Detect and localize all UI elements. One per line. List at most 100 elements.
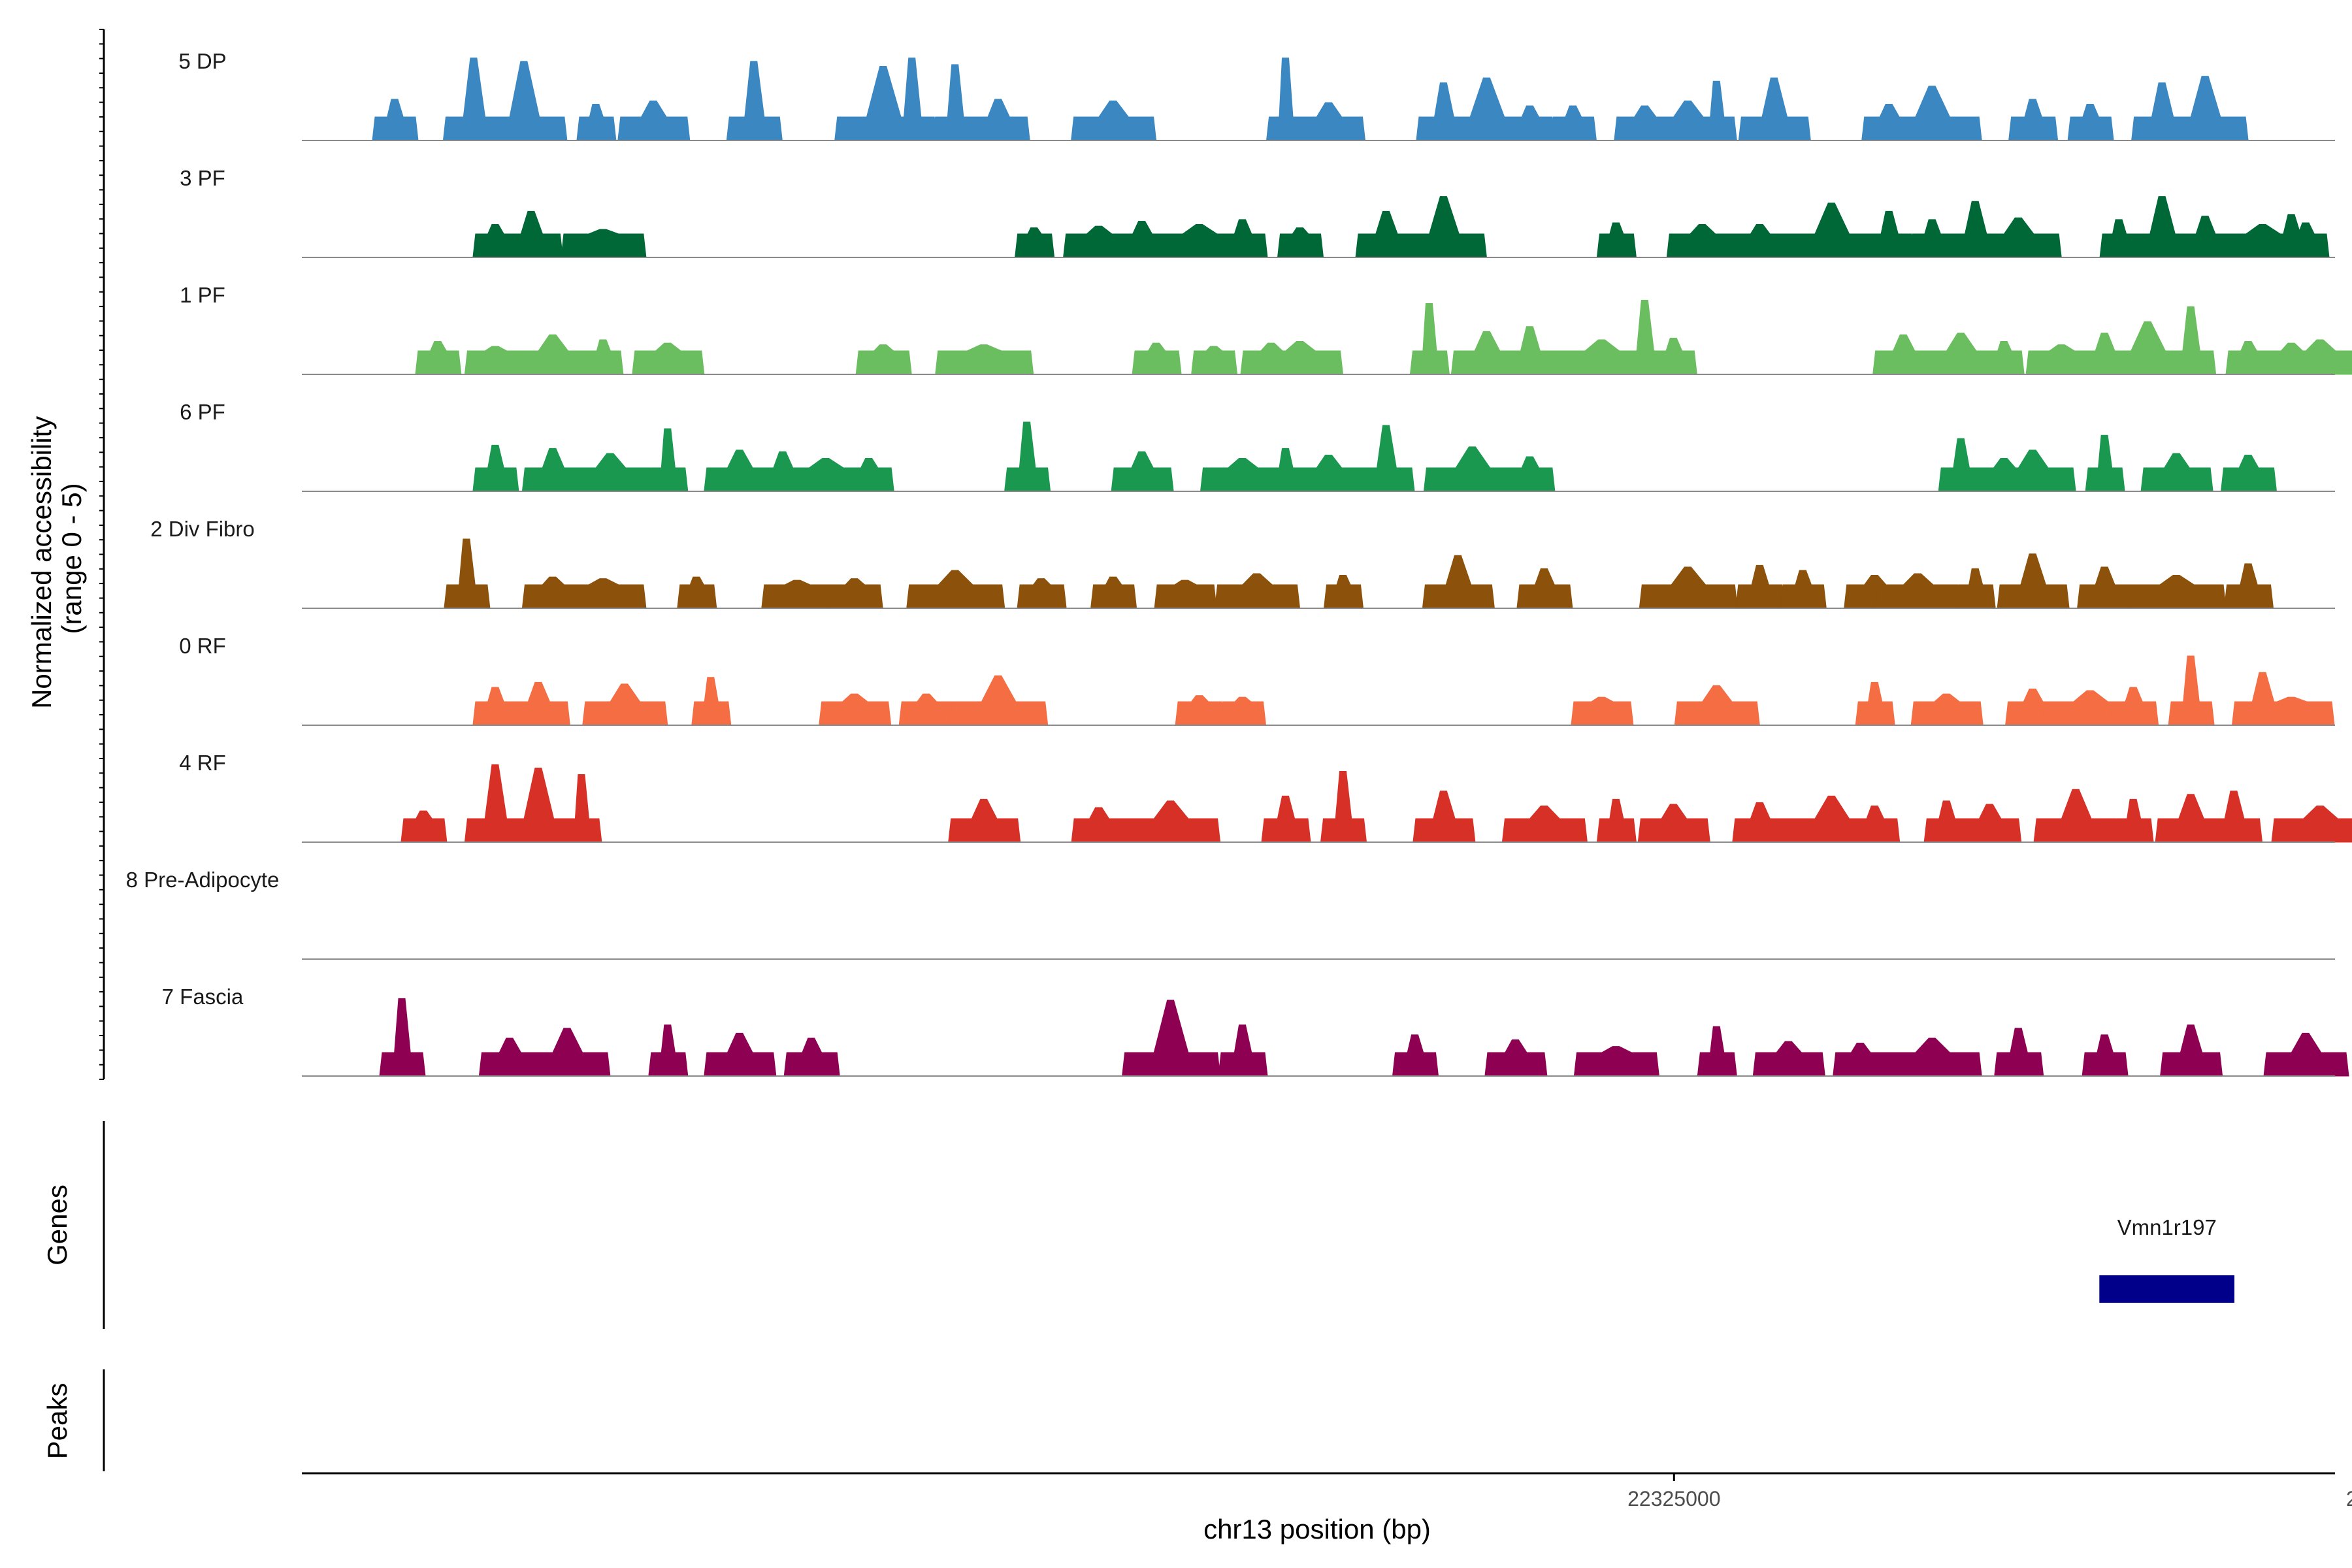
- coverage-peak: [2223, 563, 2274, 609]
- coverage-peak: [1865, 210, 1915, 258]
- coverage-peak: [2077, 566, 2134, 609]
- coverage-peak: [1015, 227, 1055, 258]
- x-axis-title: chr13 position (bp): [1203, 1514, 1431, 1544]
- coverage-peak: [1071, 807, 1128, 843]
- coverage-peak: [1875, 573, 1961, 609]
- coverage-peak: [1175, 695, 1225, 726]
- coverage-peak: [1017, 578, 1067, 609]
- coverage-peak: [1994, 1028, 2044, 1077]
- coverage-peak: [2163, 76, 2249, 141]
- coverage-peak: [617, 100, 691, 141]
- coverage-peak: [1571, 696, 1634, 726]
- coverage-peak: [2008, 99, 2059, 141]
- coverage-peak: [761, 580, 834, 609]
- coverage-peak: [507, 681, 570, 726]
- coverage-peak: [855, 344, 912, 375]
- coverage-peak: [1833, 1043, 1889, 1077]
- coverage-peak: [1732, 802, 1789, 843]
- coverage-peak: [1413, 791, 1476, 843]
- track-label: 3 PF: [180, 166, 225, 190]
- coverage-peak: [1111, 451, 1174, 492]
- coverage-peak: [1071, 100, 1157, 141]
- x-axis: 22325000 22330000: [302, 1472, 2352, 1511]
- coverage-peak: [704, 1032, 777, 1077]
- y-axis-title-line-2: (range 0 - 5): [56, 483, 87, 634]
- coverage-peak: [444, 538, 491, 609]
- coverage-peak: [1501, 806, 1588, 843]
- coverage-peak: [1132, 342, 1182, 375]
- coverage-peak: [1738, 77, 1811, 141]
- coverage-peak: [1984, 341, 2025, 375]
- coverage-peak: [1955, 568, 1996, 609]
- coverage-peak: [583, 339, 624, 375]
- coverage-peak: [1976, 217, 2062, 258]
- y-axis-title-line-1: Normalized accessibility: [26, 416, 57, 709]
- coverage-peak: [1484, 1039, 1548, 1077]
- coverage-peak: [2206, 791, 2263, 843]
- coverage-peak: [2127, 575, 2227, 609]
- coverage-peak: [1596, 798, 1637, 843]
- gene-track: Vmn1r197: [2099, 1215, 2234, 1303]
- coverage-peak: [906, 570, 1005, 609]
- coverage-peak: [1502, 326, 1559, 375]
- coverage-peak: [1550, 105, 1597, 141]
- coverage-peak: [2085, 434, 2125, 492]
- y-axis-title: Normalized accessibility (range 0 - 5): [26, 408, 87, 709]
- peaks-axis-title: Peaks: [42, 1383, 73, 1460]
- coverage-peak: [935, 344, 1034, 375]
- coverage-peak: [819, 693, 892, 726]
- coverage-peak: [2109, 687, 2159, 726]
- coverage-peak: [472, 444, 519, 492]
- coverage-peak: [568, 453, 654, 492]
- coverage-peak: [1516, 568, 1573, 609]
- coverage-peak: [400, 810, 448, 843]
- coverage-peak: [1732, 224, 1789, 258]
- coverage-peak: [2263, 1032, 2349, 1077]
- coverage-peak: [648, 1024, 689, 1077]
- accessibility-axis: [99, 29, 105, 1080]
- coverage-peak: [967, 99, 1030, 141]
- coverage-peak: [1505, 456, 1556, 492]
- genes-panel: Genes Vmn1r197: [42, 1121, 2234, 1329]
- coverage-peak: [1752, 1041, 1825, 1077]
- track-2-div-fibro: 2 Div Fibro: [150, 517, 2335, 609]
- coverage-peak: [1409, 303, 1450, 375]
- track-4-rf: 4 RF: [179, 751, 2352, 843]
- coverage-peak: [1004, 421, 1051, 492]
- track-label: 7 Fascia: [162, 985, 244, 1009]
- coverage-peak: [1320, 771, 1367, 843]
- coverage-peak: [726, 61, 783, 141]
- coverage-peak: [1735, 564, 1786, 609]
- coverage-peak: [1637, 804, 1710, 843]
- gene-label: Vmn1r197: [2117, 1215, 2217, 1239]
- coverage-peak: [783, 1037, 840, 1077]
- coverage-peak: [1214, 573, 1301, 609]
- coverage-peak: [562, 774, 602, 843]
- coverage-peak: [2278, 339, 2352, 375]
- coverage-peak: [1674, 685, 1760, 726]
- track-label: 8 Pre-Adipocyte: [126, 868, 280, 892]
- coverage-peak: [2140, 453, 2213, 492]
- coverage-peak: [1292, 455, 1366, 492]
- coverage-peak: [1883, 1037, 1982, 1077]
- coverage-peak: [2160, 1024, 2223, 1077]
- coverage-peak: [2220, 455, 2278, 492]
- track-7-fascia: 7 Fascia: [162, 985, 2349, 1077]
- coverage-peak: [1697, 1026, 1737, 1077]
- coverage-peak: [648, 428, 689, 492]
- coverage-peak: [1780, 570, 1827, 609]
- coverage-peak: [1573, 1046, 1659, 1077]
- coverage-peak: [1697, 80, 1737, 141]
- x-tick-label: 22330000: [2346, 1487, 2352, 1511]
- coverage-peak: [1596, 222, 1637, 258]
- coverage-peak: [898, 693, 955, 726]
- coverage-peak: [1257, 341, 1344, 375]
- coverage-peak: [1191, 346, 1238, 375]
- coverage-peak: [632, 342, 705, 375]
- coverage-peak: [1850, 806, 1901, 843]
- coverage-peak: [482, 61, 568, 141]
- coverage-peak: [1392, 1034, 1439, 1077]
- track-8-pre-adipocyte: 8 Pre-Adipocyte: [126, 868, 2335, 960]
- coverage-peak: [1122, 800, 1221, 843]
- coverage-peak: [500, 210, 563, 258]
